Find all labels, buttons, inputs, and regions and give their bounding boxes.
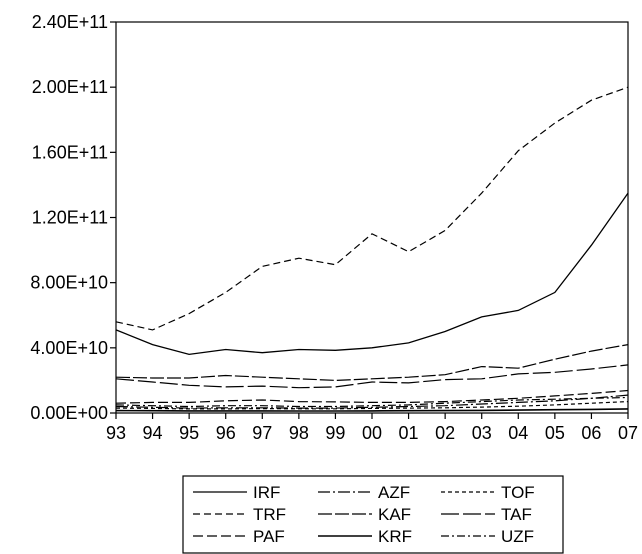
y-tick-label: 2.00E+11 — [32, 77, 108, 97]
x-tick-label: 05 — [545, 423, 565, 443]
y-tick-label: 1.60E+11 — [32, 142, 108, 162]
y-axis: 0.00E+00 4.00E+10 8.00E+10 1.20E+11 1.60E+11… — [30, 12, 116, 423]
x-axis: 93 94 95 96 97 98 99 00 01 02 03 04 05 06 07 — [106, 413, 638, 443]
legend-label-taf: TAF — [501, 505, 532, 524]
legend-box — [182, 475, 564, 554]
series-line-taf — [115, 364, 629, 389]
legend-label-azf: AZF — [378, 483, 410, 502]
series-line-kaf — [115, 344, 629, 382]
series-line-trf — [115, 86, 629, 331]
x-tick-label: 07 — [618, 423, 638, 443]
x-tick-label: 93 — [106, 423, 126, 443]
legend-label-krf: KRF — [378, 527, 412, 546]
series-line-irf — [115, 192, 629, 356]
x-tick-label: 95 — [179, 423, 199, 443]
x-tick-label: 03 — [472, 423, 492, 443]
y-tick-label: 4.00E+10 — [30, 338, 108, 358]
x-tick-label: 04 — [508, 423, 528, 443]
y-tick-label: 2.40E+11 — [32, 12, 108, 32]
series-line-azf — [115, 394, 629, 409]
x-tick-label: 01 — [399, 423, 419, 443]
y-tick-label: 1.20E+11 — [32, 208, 108, 228]
legend-label-paf: PAF — [253, 527, 285, 546]
x-tick-label: 97 — [252, 423, 272, 443]
x-tick-label: 06 — [581, 423, 601, 443]
series-line-krf — [115, 408, 629, 412]
x-tick-label: 02 — [435, 423, 455, 443]
series-line-tof — [115, 401, 629, 410]
series-line-paf — [115, 389, 629, 404]
legend-label-irf: IRF — [253, 483, 280, 502]
legend-label-kaf: KAF — [378, 505, 411, 524]
legend-label-tof: TOF — [501, 483, 535, 502]
x-tick-label: 96 — [216, 423, 236, 443]
y-tick-label: 8.00E+10 — [30, 273, 108, 293]
legend-label-uzf: UZF — [501, 527, 534, 546]
legend: IRF AZF TOF TRF KAF TAF PAF KRF UZF — [182, 475, 564, 554]
legend-label-trf: TRF — [253, 505, 286, 524]
series-lines — [115, 86, 629, 412]
series-line-uzf — [115, 396, 629, 408]
x-tick-label: 94 — [143, 423, 163, 443]
x-tick-label: 00 — [362, 423, 382, 443]
y-tick-label: 0.00E+00 — [30, 403, 108, 423]
x-tick-label: 99 — [325, 423, 345, 443]
x-tick-label: 98 — [289, 423, 309, 443]
